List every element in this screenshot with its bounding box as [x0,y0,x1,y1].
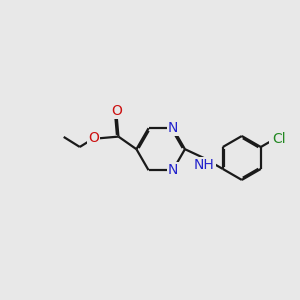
Text: O: O [111,104,122,118]
Text: O: O [88,131,99,145]
Text: Cl: Cl [272,133,286,146]
Text: NH: NH [194,158,214,172]
Text: N: N [168,121,178,135]
Text: N: N [168,163,178,177]
